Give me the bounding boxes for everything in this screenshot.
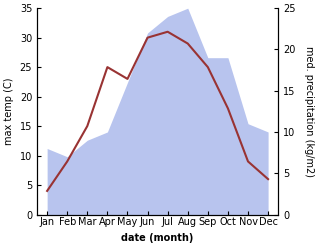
Y-axis label: max temp (C): max temp (C)	[4, 78, 14, 145]
Y-axis label: med. precipitation (kg/m2): med. precipitation (kg/m2)	[304, 46, 314, 177]
X-axis label: date (month): date (month)	[121, 233, 194, 243]
